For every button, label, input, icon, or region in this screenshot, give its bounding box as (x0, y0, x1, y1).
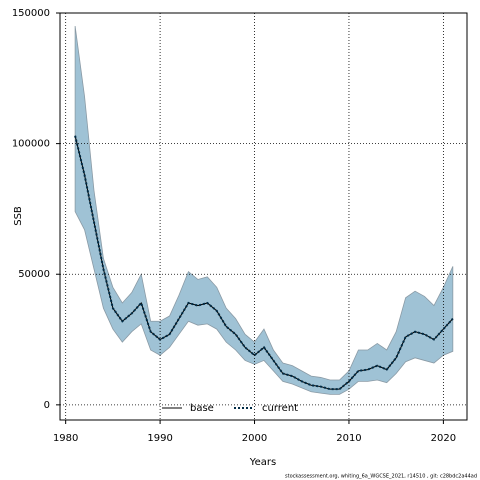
legend-label: base (190, 403, 214, 414)
y-tick-label: 50000 (18, 269, 50, 280)
legend-label: current (262, 403, 298, 414)
x-tick-label: 2020 (431, 433, 456, 444)
x-tick-label: 1980 (53, 433, 78, 444)
plot-frame (59, 12, 468, 421)
x-axis-label: Years (249, 457, 276, 468)
y-tick-label: 0 (44, 400, 50, 411)
y-tick-label: 150000 (12, 8, 50, 19)
y-tick-label: 100000 (12, 139, 50, 150)
confidence-band (74, 26, 454, 395)
x-tick-label: 2010 (336, 433, 361, 444)
footnote: stockassessment.org, whiting_6a_WGCSE_20… (285, 474, 477, 480)
x-tick-label: 1990 (147, 433, 172, 444)
x-tick-label: 2000 (242, 433, 267, 444)
y-axis-label: SSB (13, 206, 24, 226)
series-line (74, 135, 454, 391)
